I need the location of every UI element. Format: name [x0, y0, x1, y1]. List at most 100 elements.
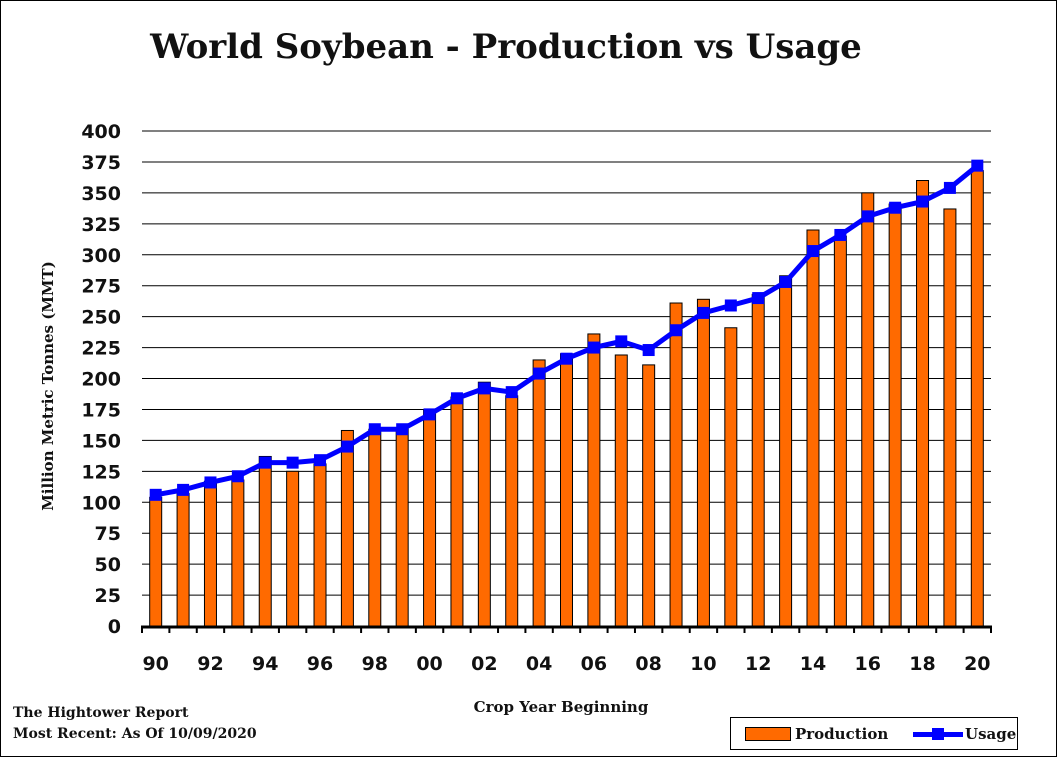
usage-marker: [889, 201, 902, 214]
y-tick-label: 125: [81, 461, 121, 483]
usage-marker: [560, 352, 573, 365]
usage-marker: [834, 228, 847, 241]
footer-date: Most Recent: As Of 10/09/2020: [13, 726, 257, 742]
y-tick-label: 250: [81, 307, 121, 329]
usage-marker: [423, 408, 436, 421]
footer-source: The Hightower Report: [13, 705, 189, 721]
usage-marker: [724, 299, 737, 312]
y-tick-label: 275: [81, 276, 121, 298]
y-tick-label: 300: [81, 245, 121, 267]
production-bar: [560, 353, 573, 627]
production-bar: [203, 480, 217, 627]
x-tick-label: 92: [197, 653, 223, 675]
x-tick-label: 08: [635, 653, 661, 675]
y-tick-label: 150: [81, 430, 121, 452]
production-bar: [833, 235, 847, 627]
production-bar: [724, 327, 738, 627]
production-bar: [751, 293, 765, 627]
x-tick-label: 02: [471, 653, 497, 675]
y-tick-label: 400: [81, 121, 121, 143]
production-bar: [423, 408, 437, 627]
y-tick-label: 225: [81, 338, 121, 360]
usage-marker: [204, 476, 217, 489]
legend-production-label: Production: [795, 724, 889, 743]
production-bar: [231, 479, 245, 627]
production-bar: [450, 396, 464, 627]
y-tick-label: 0: [108, 616, 121, 638]
legend: Production Usage: [730, 717, 1018, 750]
chart-title: World Soybean - Production vs Usage: [150, 27, 862, 67]
production-bar: [943, 208, 957, 627]
usage-marker: [779, 275, 792, 288]
usage-marker: [259, 456, 272, 469]
x-axis-label: Crop Year Beginning: [473, 698, 649, 716]
usage-marker: [450, 392, 463, 405]
y-tick-label: 200: [81, 369, 121, 391]
usage-marker: [670, 324, 683, 337]
usage-marker: [505, 386, 518, 399]
usage-marker: [861, 210, 874, 223]
usage-marker: [916, 195, 929, 208]
production-bar: [258, 455, 272, 627]
x-tick-label: 12: [745, 653, 771, 675]
production-bar: [395, 427, 409, 627]
usage-marker: [286, 456, 299, 469]
usage-marker: [149, 488, 162, 501]
x-tick-label: 94: [252, 653, 278, 675]
usage-marker: [231, 470, 244, 483]
production-bar: [696, 298, 710, 627]
legend-item-production: Production: [745, 718, 888, 749]
usage-marker: [971, 159, 984, 172]
y-tick-label: 325: [81, 214, 121, 236]
x-tick-label: 16: [855, 653, 881, 675]
x-tick-label: 20: [964, 653, 990, 675]
production-bar: [505, 395, 519, 627]
production-bar: [888, 203, 902, 627]
usage-marker: [943, 181, 956, 194]
production-bar: [176, 493, 190, 627]
usage-marker: [642, 344, 655, 357]
usage-marker: [587, 341, 600, 354]
y-tick-label: 350: [81, 183, 121, 205]
y-tick-label: 50: [95, 554, 121, 576]
x-tick-label: 10: [690, 653, 716, 675]
production-bar: [669, 302, 683, 627]
production-bar: [587, 333, 601, 627]
y-tick-label: 75: [95, 523, 121, 545]
usage-marker: [697, 306, 710, 319]
production-bar: [340, 429, 354, 627]
usage-marker: [368, 423, 381, 436]
x-tick-label: 04: [526, 653, 552, 675]
usage-marker: [341, 440, 354, 453]
y-tick-label: 100: [81, 492, 121, 514]
y-tick-label: 25: [95, 585, 121, 607]
production-bar: [477, 381, 491, 627]
y-tick-label: 175: [81, 399, 121, 421]
usage-marker: [478, 382, 491, 395]
footer-note: The Hightower Report Most Recent: As Of …: [13, 703, 257, 745]
usage-marker: [533, 367, 546, 380]
usage-marker: [177, 483, 190, 496]
usage-marker: [314, 454, 327, 467]
x-tick-label: 00: [416, 653, 442, 675]
production-bar: [970, 170, 984, 627]
legend-production-swatch: [745, 726, 791, 741]
production-bar: [313, 463, 327, 627]
y-axis-label: Million Metric Tonnes (MMT): [39, 261, 57, 511]
x-tick-label: 96: [307, 653, 333, 675]
production-bar: [286, 470, 300, 627]
x-tick-label: 90: [142, 653, 168, 675]
legend-item-usage: Usage: [913, 718, 1016, 749]
usage-marker: [615, 335, 628, 348]
production-bar: [861, 192, 875, 627]
usage-marker: [396, 423, 409, 436]
legend-usage-swatch: [913, 727, 963, 741]
production-bar: [916, 180, 930, 627]
production-bar: [806, 229, 820, 627]
x-tick-label: 06: [581, 653, 607, 675]
production-bar: [642, 364, 656, 627]
x-tick-label: 98: [362, 653, 388, 675]
x-tick-label: 18: [909, 653, 935, 675]
